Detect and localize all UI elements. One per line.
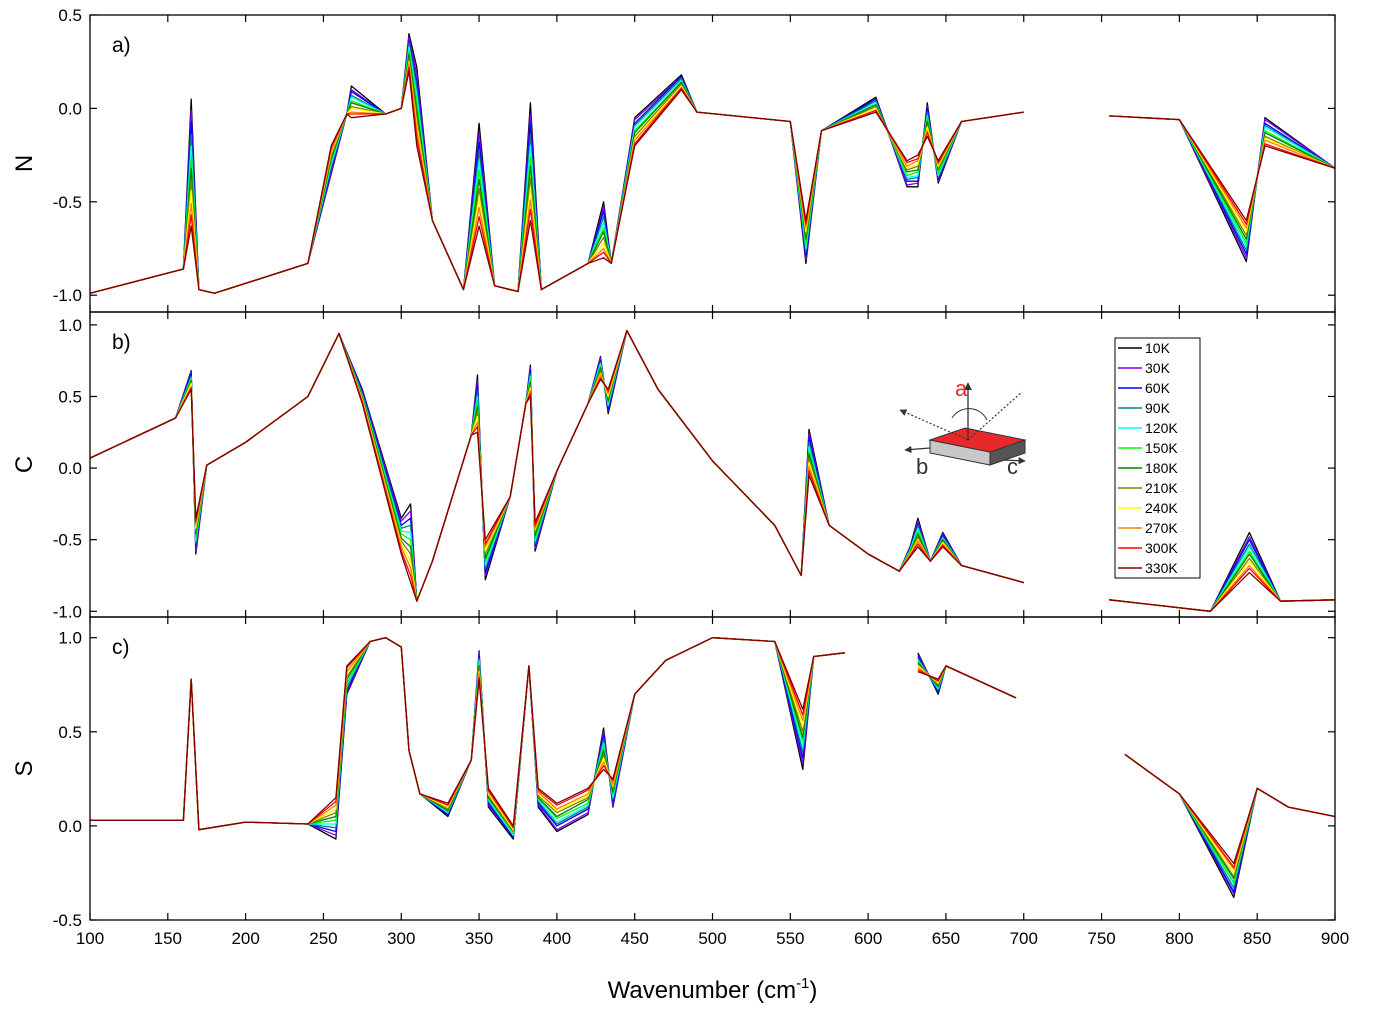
angle-arc <box>951 408 988 421</box>
series-line <box>90 637 1335 880</box>
panel: -1.0 -0.5 0.0 0.5 1.0 b) C 10K 30K 60K 90K 120K 150K… <box>11 311 1336 621</box>
x-axis-label-sup: -1 <box>796 975 809 992</box>
y-axis-label: N <box>11 155 38 172</box>
legend-label: 150K <box>1145 440 1178 456</box>
crystal-top <box>928 427 1027 453</box>
x-tick-label: 450 <box>621 929 649 948</box>
geometry-inset: a b c <box>899 376 1027 479</box>
legend-label: 330K <box>1145 560 1178 576</box>
outgoing-beam <box>899 409 969 441</box>
x-tick-label: 700 <box>1010 929 1038 948</box>
y-tick-label: 0.5 <box>58 6 82 25</box>
panel: -1.0 -0.5 0.0 0.5 a) N <box>11 6 1336 313</box>
y-tick-label: 0.5 <box>58 387 82 406</box>
x-tick-label: 300 <box>387 929 415 948</box>
legend-label: 210K <box>1145 480 1178 496</box>
series-line <box>90 61 1335 294</box>
y-tick-label: -0.5 <box>53 193 82 212</box>
y-tick-label: 0.0 <box>58 817 82 836</box>
y-tick-label: -1.0 <box>53 286 82 305</box>
panel-frame <box>89 616 1336 921</box>
series-line <box>90 637 1335 865</box>
y-tick-label: 0.0 <box>58 459 82 478</box>
plot-area <box>90 329 1335 612</box>
x-tick-label: 800 <box>1165 929 1193 948</box>
series-line <box>90 637 1335 899</box>
legend-label: 240K <box>1145 500 1178 516</box>
legend: 10K 30K 60K 90K 120K 150K 180K 210K 240K 270K 300K… <box>1114 337 1201 579</box>
legend-box <box>1114 337 1201 579</box>
y-tick-label: -0.5 <box>53 531 82 550</box>
x-tick-label: 750 <box>1087 929 1115 948</box>
x-tick-label: 150 <box>154 929 182 948</box>
series-line <box>90 637 1335 893</box>
series-line <box>90 637 1335 895</box>
series-line <box>90 53 1335 294</box>
panel-frame <box>89 14 1336 313</box>
x-axis-label: Wavenumber (cm-1) <box>608 975 818 1004</box>
series-line <box>90 57 1335 294</box>
legend-label: 120K <box>1145 420 1178 436</box>
x-axis-label-text: Wavenumber (cm <box>608 977 796 1004</box>
series-line <box>90 66 1335 294</box>
series-line <box>90 637 1335 878</box>
series-line <box>90 40 1335 294</box>
x-axis-label-suffix: ) <box>809 977 817 1004</box>
legend-label: 60K <box>1145 380 1171 396</box>
x-tick-label: 350 <box>465 929 493 948</box>
series-line <box>90 329 1335 612</box>
panel-label: c) <box>112 636 130 659</box>
y-tick-label: -0.5 <box>53 911 82 930</box>
y-tick-label: 0.5 <box>58 723 82 742</box>
panel-label: a) <box>112 34 131 57</box>
y-tick-label: 1.0 <box>58 629 82 648</box>
x-tick-label: 500 <box>698 929 726 948</box>
series-line <box>90 637 1335 870</box>
y-tick-label: 1.0 <box>58 316 82 335</box>
y-tick-label: 0.0 <box>58 99 82 118</box>
series-line <box>90 637 1335 868</box>
plot-area <box>90 33 1335 294</box>
x-tick-label: 250 <box>309 929 337 948</box>
x-tick-label: 550 <box>776 929 804 948</box>
series-line <box>90 637 1335 885</box>
series-line <box>90 33 1335 294</box>
y-axis-label: S <box>11 760 38 776</box>
x-tick-label: 600 <box>854 929 882 948</box>
legend-label: 10K <box>1145 340 1171 356</box>
y-axis-label: C <box>11 456 38 473</box>
legend-label: 30K <box>1145 360 1171 376</box>
series-line <box>90 637 1335 884</box>
series-line <box>90 49 1335 294</box>
legend-label: 270K <box>1145 520 1178 536</box>
x-tick-label: 200 <box>231 929 259 948</box>
series-line <box>90 70 1335 294</box>
x-tick-label: 650 <box>932 929 960 948</box>
axis-b-arrow <box>904 445 931 454</box>
x-tick-label: 100 <box>76 929 104 948</box>
incoming-beam <box>967 391 1023 441</box>
series-line <box>90 42 1335 294</box>
panel: -0.5 0.0 0.5 1.0 100 150 200 250 300 350 400 450 500… <box>11 616 1349 1004</box>
series-line <box>90 62 1335 294</box>
inset-label-b: b <box>916 454 928 479</box>
legend-label: 90K <box>1145 400 1171 416</box>
series-line <box>90 36 1335 294</box>
legend-label: 180K <box>1145 460 1178 476</box>
x-tick-label: 900 <box>1321 929 1349 948</box>
x-tick-label: 400 <box>543 929 571 948</box>
plot-area <box>90 637 1335 899</box>
inset-label-a: a <box>955 376 968 401</box>
legend-label: 300K <box>1145 540 1178 556</box>
x-tick-label: 850 <box>1243 929 1271 948</box>
series-line <box>90 637 1335 874</box>
series-line <box>90 637 1335 889</box>
series-line <box>90 46 1335 294</box>
y-tick-label: -1.0 <box>53 602 82 621</box>
inset-label-c: c <box>1007 454 1018 479</box>
axis-c-arrow <box>1002 457 1026 465</box>
panel-label: b) <box>112 331 131 354</box>
